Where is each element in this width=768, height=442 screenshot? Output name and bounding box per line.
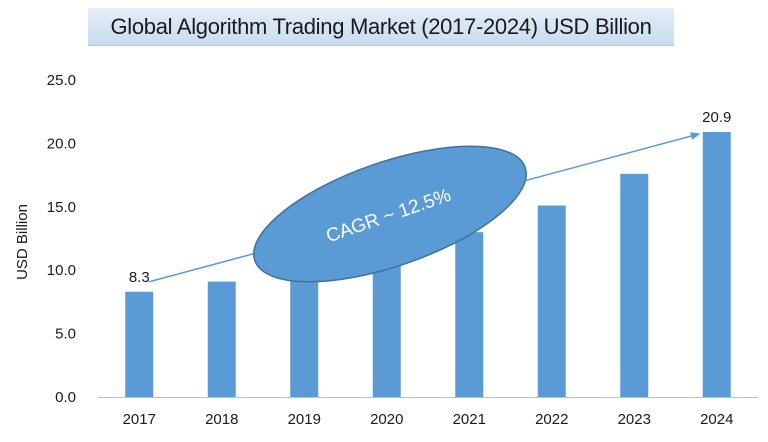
x-tick-label: 2024	[700, 411, 733, 428]
cagr-ellipse	[252, 145, 528, 283]
chart-title: Global Algorithm Trading Market (2017-20…	[110, 13, 652, 39]
bar-2021	[455, 232, 484, 397]
data-label-2017: 8.3	[129, 269, 150, 286]
bar-2020	[372, 252, 401, 397]
x-tick-label: 2019	[288, 411, 321, 428]
y-tick-label: 0.0	[55, 389, 76, 406]
chart-title-box: Global Algorithm Trading Market (2017-20…	[88, 8, 674, 46]
y-tick-label: 20.0	[47, 135, 76, 152]
x-tick-label: 2023	[618, 411, 651, 428]
x-tick-label: 2020	[370, 411, 403, 428]
x-tick-label: 2022	[535, 411, 568, 428]
bar-2023	[620, 173, 649, 397]
x-tick-label: 2018	[205, 411, 238, 428]
y-tick-label: 25.0	[47, 72, 76, 89]
y-axis-label: USD Billion	[14, 204, 31, 280]
bar-2018	[207, 281, 236, 397]
y-tick-label: 10.0	[47, 262, 76, 279]
y-tick-label: 15.0	[47, 199, 76, 216]
bar-2019	[290, 268, 319, 397]
y-tick-label: 5.0	[55, 326, 76, 343]
bar-2022	[537, 205, 566, 397]
x-tick-label: 2017	[123, 411, 156, 428]
bar-2017	[125, 291, 154, 397]
x-tick-label: 2021	[453, 411, 486, 428]
bar-2024	[702, 131, 731, 397]
data-label-2024: 20.9	[702, 109, 731, 126]
